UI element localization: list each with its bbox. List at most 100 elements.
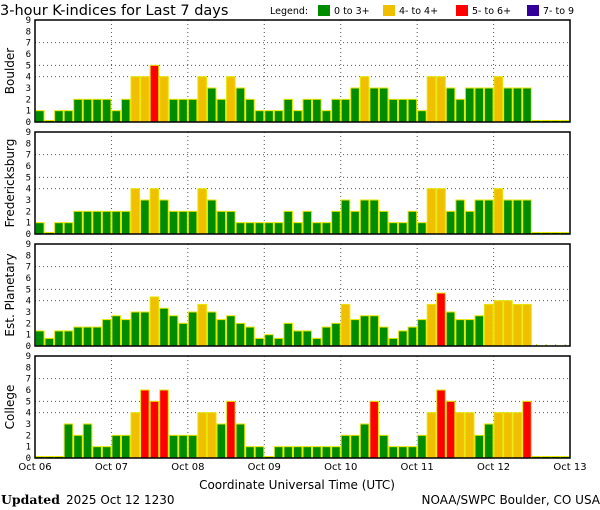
- bar: [235, 322, 246, 347]
- x-tick-label: Oct 10: [324, 462, 357, 473]
- bar: [226, 315, 236, 347]
- bar: [73, 210, 83, 235]
- bar: [140, 199, 150, 235]
- bar: [512, 412, 523, 459]
- bar: [140, 389, 150, 459]
- bar: [206, 412, 217, 459]
- legend-item-3: 7- to 9: [543, 6, 574, 17]
- bar: [359, 423, 370, 459]
- bar: [245, 446, 255, 459]
- panel-boulder: 01 234 567 89 Boulder: [3, 16, 571, 128]
- bar: [149, 400, 160, 459]
- bar: [245, 222, 255, 235]
- bar: [159, 76, 169, 123]
- bar: [254, 446, 265, 459]
- bar: [292, 446, 303, 459]
- bar: [197, 76, 207, 123]
- y-tick-label: 3: [26, 84, 31, 94]
- y-tick-label: 1: [26, 219, 31, 229]
- bar: [426, 76, 437, 123]
- bar: [197, 412, 207, 459]
- bar: [331, 210, 341, 235]
- panel-label: Boulder: [3, 48, 17, 95]
- bar: [216, 210, 227, 235]
- bar: [73, 434, 83, 459]
- bar: [369, 199, 379, 235]
- bar: [512, 303, 523, 347]
- bar: [436, 292, 446, 347]
- y-tick-label: 8: [26, 27, 31, 37]
- plot-frame: [34, 19, 571, 123]
- bar: [359, 315, 370, 347]
- y-tick-label: 3: [26, 308, 31, 318]
- y-tick-label: 1: [26, 107, 31, 117]
- bar: [226, 210, 236, 235]
- bar: [111, 210, 121, 235]
- y-tick-label: 1: [26, 331, 31, 341]
- bar: [503, 300, 513, 347]
- bar: [369, 400, 379, 459]
- bar: [226, 76, 236, 123]
- bar: [140, 76, 150, 123]
- bar: [493, 76, 504, 123]
- bar: [331, 446, 341, 459]
- x-tick-label: Oct 13: [553, 462, 586, 473]
- y-tick-label: 0: [26, 342, 31, 352]
- bar: [168, 98, 179, 123]
- bar: [312, 446, 322, 459]
- y-tick-label: 3: [26, 420, 31, 430]
- bar: [359, 199, 370, 235]
- bar: [417, 222, 427, 235]
- bar: [474, 87, 485, 123]
- panel-label: Est. Planetary: [3, 253, 17, 336]
- y-tick-label: 8: [26, 251, 31, 261]
- bar: [522, 87, 532, 123]
- y-tick-label: 7: [26, 151, 31, 161]
- bar: [35, 330, 45, 347]
- bar: [264, 110, 274, 123]
- bar: [321, 446, 332, 459]
- legend-label: Legend:: [270, 6, 308, 17]
- bar: [369, 87, 379, 123]
- x-tick-label: Oct 06: [18, 462, 51, 473]
- bar: [82, 210, 93, 235]
- bar: [273, 222, 284, 235]
- y-tick-label: 9: [26, 16, 31, 26]
- bar: [111, 434, 121, 459]
- plot-frame: [34, 355, 571, 459]
- bar: [168, 315, 179, 347]
- bar: [264, 222, 274, 235]
- y-tick-label: 5: [26, 173, 31, 183]
- bar: [484, 423, 494, 459]
- plot-frame: [34, 243, 571, 347]
- y-tick-label: 0: [26, 118, 31, 128]
- bar: [417, 319, 427, 347]
- bar: [140, 311, 150, 347]
- bar: [168, 434, 179, 459]
- bar: [159, 307, 169, 347]
- bar: [388, 98, 399, 123]
- updated-label: Updated: [1, 492, 60, 507]
- bar: [273, 446, 284, 459]
- bar: [436, 389, 446, 459]
- bar: [426, 412, 437, 459]
- bar: [350, 434, 360, 459]
- plot-frame: [34, 131, 571, 235]
- y-tick-label: 7: [26, 263, 31, 273]
- bar: [407, 446, 418, 459]
- bar: [350, 87, 360, 123]
- bar: [398, 98, 408, 123]
- y-tick-label: 9: [26, 240, 31, 250]
- bar: [321, 110, 332, 123]
- panel-fredericksburg: 01 234 567 89 Fredericksburg: [3, 128, 571, 240]
- x-tick-label: Oct 07: [95, 462, 128, 473]
- bar: [407, 98, 418, 123]
- y-tick-label: 1: [26, 443, 31, 453]
- bar: [426, 303, 437, 347]
- bar: [455, 199, 465, 235]
- bar: [426, 188, 437, 235]
- bar: [254, 222, 265, 235]
- bar: [512, 199, 523, 235]
- y-tick-label: 4: [26, 409, 31, 419]
